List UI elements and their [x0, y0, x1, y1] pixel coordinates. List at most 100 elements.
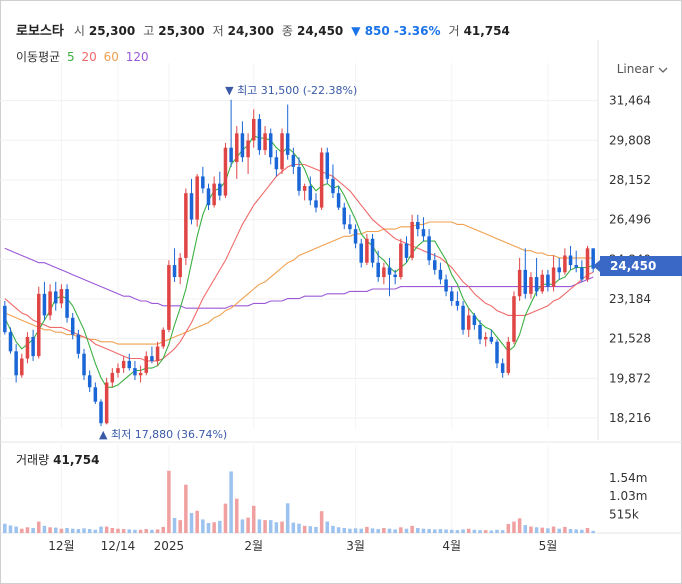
- candle-body: [353, 229, 358, 244]
- candle-body: [167, 265, 171, 330]
- volume-bar: [421, 528, 426, 533]
- volume-bar: [478, 530, 482, 533]
- volume-bar: [529, 526, 533, 533]
- ma120-line: [4, 247, 594, 309]
- candle-body: [585, 248, 590, 280]
- candle-body: [37, 293, 41, 357]
- volume-bar: [155, 529, 160, 533]
- candle-body: [3, 305, 7, 333]
- volume-bar: [144, 529, 149, 533]
- x-tick-label: 4월: [442, 539, 461, 553]
- candle-body: [116, 368, 120, 373]
- candle-body: [235, 133, 239, 163]
- candle-body: [138, 372, 143, 376]
- volume-bar: [48, 527, 52, 533]
- volume-bar: [342, 527, 347, 533]
- candle-body: [25, 336, 30, 359]
- volume-bar: [3, 523, 7, 533]
- candle-body: [31, 336, 35, 357]
- volume-grid: [0, 441, 682, 534]
- volume-bar: [70, 528, 75, 533]
- candle-body: [540, 274, 545, 292]
- candle-body: [93, 387, 98, 402]
- ma-legend-title: 이동평균: [16, 50, 61, 64]
- candle-body: [178, 257, 182, 278]
- volume-bar: [359, 528, 363, 533]
- volume-bar: [444, 529, 448, 533]
- candle-body: [87, 375, 92, 388]
- volume-bar: [580, 529, 584, 533]
- close-label: 종: [281, 24, 293, 38]
- volume-bar: [150, 529, 154, 533]
- candle-body: [308, 186, 313, 201]
- scale-toggle-button[interactable]: Linear: [617, 62, 668, 76]
- candle-body: [189, 193, 194, 220]
- volume-panel-title: 거래량 41,754: [16, 451, 99, 468]
- volume-bar: [387, 528, 392, 533]
- volume-bar: [382, 527, 386, 533]
- candle-body: [274, 157, 279, 170]
- price-chart[interactable]: 31,46429,80828,15226,49624,84023,18421,5…: [0, 0, 682, 440]
- candle-body: [495, 341, 499, 364]
- candle-body: [331, 178, 335, 194]
- volume-bar: [427, 529, 431, 533]
- volume-bar: [472, 529, 477, 533]
- low-value: 24,300: [227, 24, 274, 38]
- volume-bar: [161, 526, 165, 533]
- volume-bars: [3, 470, 595, 533]
- candle-body: [478, 324, 482, 340]
- x-tick-label: 5월: [539, 539, 558, 553]
- candle-body: [218, 183, 222, 196]
- candle-body: [268, 133, 273, 158]
- candle-body: [393, 274, 397, 278]
- volume-bar: [240, 519, 245, 533]
- volume-bar: [534, 527, 539, 533]
- candle-body: [150, 356, 154, 361]
- candle-body: [517, 269, 522, 297]
- volume-bar: [110, 527, 115, 533]
- candle-body: [155, 346, 160, 361]
- candle-body: [416, 221, 420, 230]
- y-tick-label: 28,152: [609, 173, 651, 187]
- price-y-axis: 31,46429,80828,15226,49624,84023,18421,5…: [609, 94, 651, 425]
- volume-bar: [53, 527, 58, 533]
- candle-body: [580, 267, 584, 280]
- volume-bar: [483, 530, 488, 533]
- candle-body: [302, 186, 307, 191]
- candle-body: [376, 262, 380, 278]
- volume-bar: [557, 528, 561, 533]
- volume-bar: [399, 527, 403, 533]
- candle-body: [314, 200, 318, 208]
- candle-body: [489, 336, 494, 342]
- candle-body: [591, 248, 595, 269]
- candle-body: [472, 315, 477, 325]
- candle-body: [70, 317, 75, 335]
- volume-tick-label: 1.54m: [609, 471, 647, 485]
- volume-bar: [229, 471, 233, 533]
- candle-body: [121, 360, 126, 369]
- y-tick-label: 21,528: [609, 332, 651, 346]
- scale-label: Linear: [616, 62, 654, 76]
- candle-body: [48, 291, 52, 316]
- volume-bar: [93, 529, 98, 533]
- volume-bar: [331, 525, 335, 533]
- candle-body: [82, 353, 86, 376]
- volume-bar: [302, 525, 307, 533]
- volume-bar: [31, 527, 35, 533]
- volume-bar: [563, 526, 567, 533]
- volume-bar: [87, 529, 92, 533]
- candle-body: [172, 265, 177, 278]
- moving-average-legend[interactable]: 이동평균 5 20 60 120: [16, 48, 152, 65]
- volume-bar: [121, 529, 126, 533]
- high-annotation: ▼ 최고 31,500 (-22.38%): [225, 84, 357, 97]
- volume-bar: [546, 528, 550, 533]
- stock-name: 로보스타: [16, 24, 64, 39]
- candle-body: [223, 147, 228, 196]
- candle-body: [410, 221, 414, 258]
- open-value: 25,300: [88, 24, 136, 38]
- volume-bar: [585, 527, 590, 533]
- volume-bar: [449, 529, 454, 533]
- candle-body: [563, 255, 567, 273]
- volume-bar: [223, 503, 228, 533]
